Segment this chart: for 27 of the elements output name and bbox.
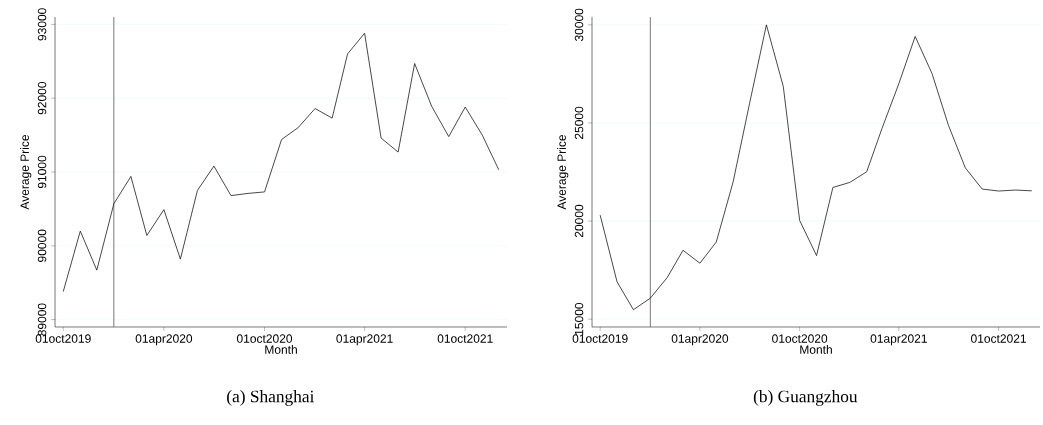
x-tick-label: 01oct2019: [35, 334, 91, 343]
x-tick-label: 01oct2020: [772, 334, 828, 343]
x-tick-label: 01apr2021: [336, 334, 393, 346]
line-series: [62, 32, 500, 292]
x-tick-label: 01apr2021: [870, 334, 927, 346]
y-tick-label: 92000: [37, 81, 47, 115]
text: (a) Shanghai: [227, 390, 315, 406]
y-tick-label: 93000: [37, 8, 47, 41]
x-tick-label: 01apr2020: [671, 334, 729, 346]
x-tick-label: 01oct2021: [971, 334, 1026, 343]
y-tick-label: 89000: [37, 303, 47, 336]
text: (b) Guangzhou: [753, 390, 858, 406]
x-tick-label: 01oct2020: [236, 334, 293, 343]
y-tick-label: 25000: [574, 106, 584, 140]
y-tick-label: 90000: [37, 229, 47, 262]
y-axis-title: Average Price: [557, 134, 569, 210]
x-axis-title: Month: [800, 345, 832, 354]
y-tick-label: 91000: [37, 155, 47, 189]
x-tick-label: 01oct2021: [437, 334, 493, 343]
y-tick-label: 20000: [574, 204, 584, 238]
x-axis-title: Month: [265, 345, 297, 354]
line-series: [599, 24, 1033, 311]
y-axis-title: Average Price: [20, 134, 32, 210]
x-tick-label: 01apr2020: [135, 334, 193, 346]
y-tick-label: 15000: [574, 302, 584, 335]
x-tick-label: 01oct2019: [572, 334, 628, 343]
y-tick-label: 30000: [574, 8, 584, 42]
